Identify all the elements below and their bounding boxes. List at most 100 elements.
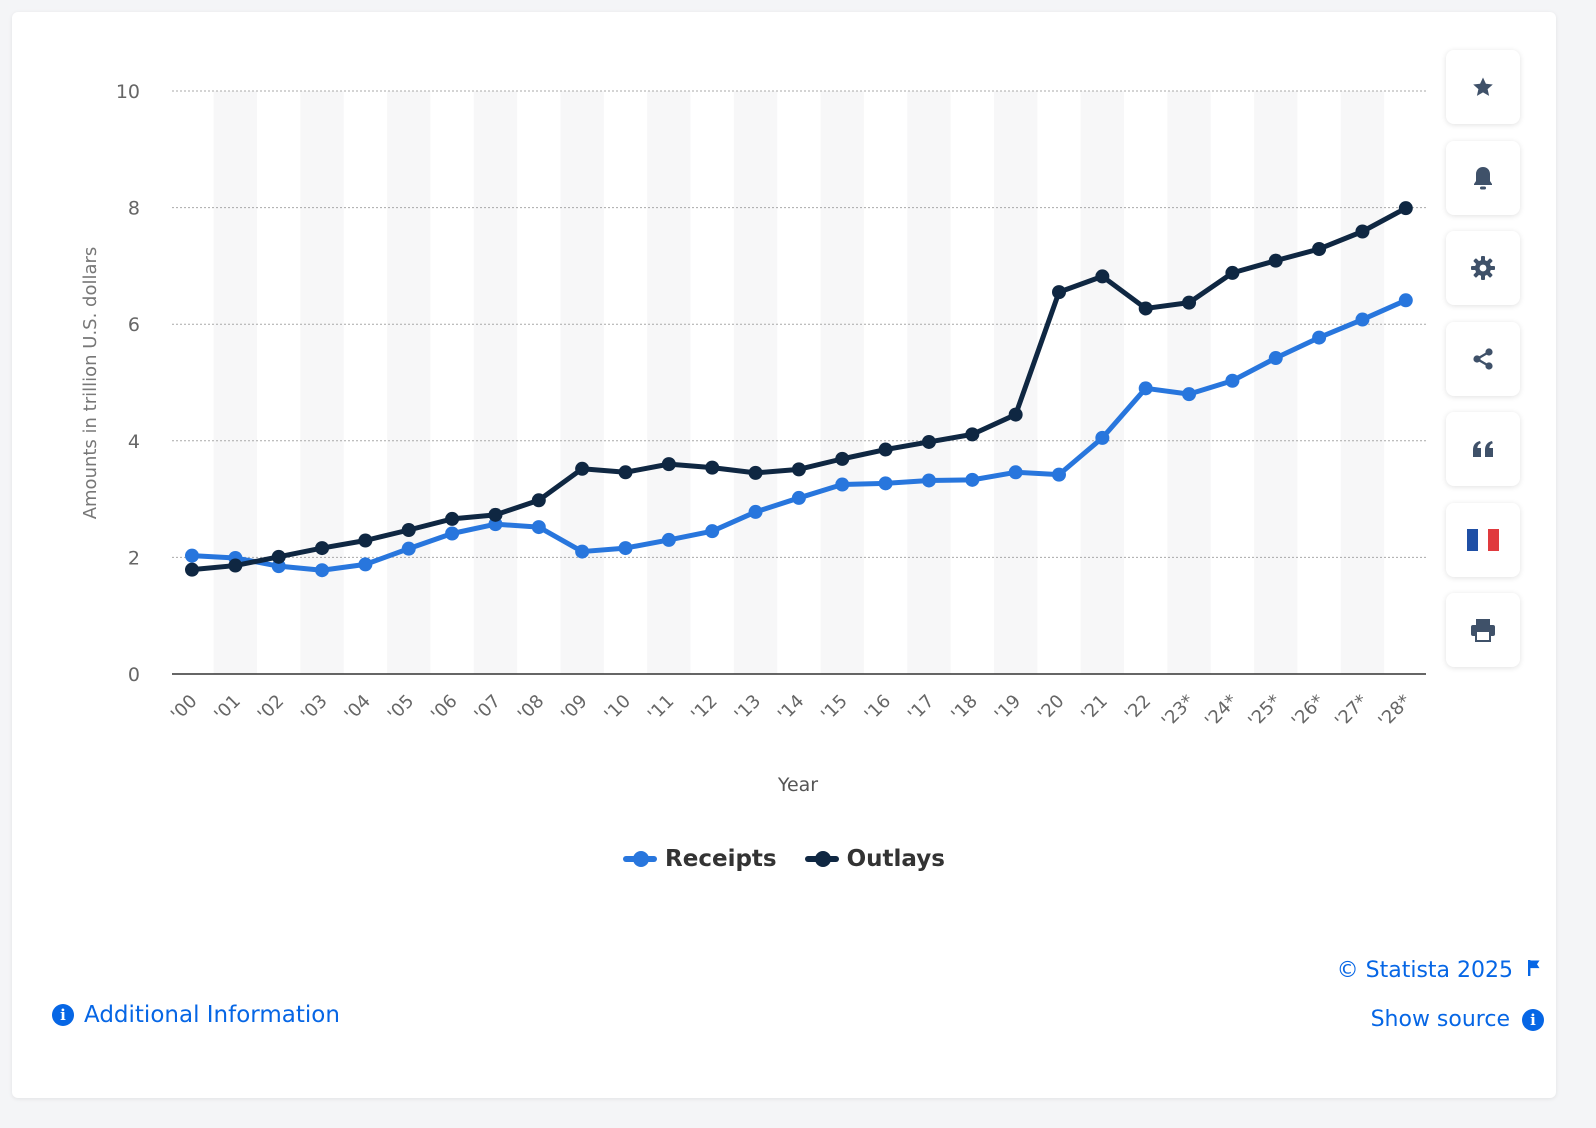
show-source-label: Show source [1370, 1007, 1510, 1032]
share-button[interactable] [1446, 321, 1520, 396]
x-tick-label: '25* [1244, 691, 1285, 732]
y-axis-title: Amounts in trillion U.S. dollars [80, 247, 101, 520]
data-point-outlays [401, 522, 416, 537]
column-band [560, 91, 604, 674]
data-point-outlays [1225, 265, 1240, 280]
data-point-outlays [1355, 224, 1370, 239]
data-point-outlays [1268, 253, 1283, 268]
data-point-outlays [791, 462, 806, 477]
x-tick-label: '03 [297, 691, 332, 726]
data-point-receipts [445, 526, 460, 541]
data-point-outlays [271, 549, 286, 564]
y-tick-label: 6 [128, 314, 140, 336]
additional-information-label: Additional Information [84, 1002, 340, 1028]
data-point-outlays [661, 457, 676, 472]
chart-legend: Receipts Outlays [0, 846, 1568, 872]
x-tick-label: '15 [817, 691, 852, 726]
chart-toolbar [1446, 50, 1520, 684]
data-point-outlays [531, 493, 546, 508]
x-tick-label: '24* [1201, 691, 1242, 732]
column-band [1167, 91, 1211, 674]
data-point-outlays [618, 465, 633, 480]
source-info-icon: i [1522, 1008, 1544, 1031]
x-tick-label: '04 [340, 691, 375, 726]
show-source-link[interactable]: Show source i [1371, 1007, 1544, 1032]
x-tick-label: '08 [514, 691, 549, 726]
copyright-link[interactable]: © Statista 2025 [1337, 958, 1541, 983]
column-band [820, 91, 864, 674]
data-point-receipts [1398, 293, 1413, 308]
data-point-receipts [705, 524, 720, 539]
data-point-receipts [1355, 312, 1370, 327]
chart-card [12, 12, 1556, 1098]
legend-marker-outlays [804, 851, 839, 867]
x-tick-label: '27* [1331, 691, 1372, 732]
data-point-outlays [1138, 301, 1153, 316]
data-point-receipts [1268, 351, 1283, 366]
data-point-receipts [531, 520, 546, 535]
column-band [1080, 91, 1125, 674]
column-band [1254, 91, 1298, 674]
data-point-receipts [1182, 387, 1197, 402]
data-point-outlays [965, 427, 980, 442]
data-point-outlays [1008, 407, 1023, 422]
data-point-outlays [878, 442, 893, 457]
x-tick-label: '02 [254, 691, 289, 726]
data-point-outlays [921, 434, 936, 449]
legend-label-receipts: Receipts [665, 846, 777, 872]
x-tick-label: '14 [774, 691, 809, 726]
data-point-outlays [575, 461, 590, 476]
flag-icon [1527, 958, 1541, 983]
data-point-receipts [965, 472, 980, 487]
x-tick-label: '23* [1158, 691, 1199, 732]
column-band [1340, 91, 1385, 674]
data-point-receipts [1312, 330, 1327, 345]
series-line-outlays [189, 205, 1409, 573]
data-point-receipts [748, 504, 763, 519]
additional-information-link[interactable]: i Additional Information [52, 1002, 340, 1028]
column-band [993, 91, 1038, 674]
x-tick-label: '01 [210, 691, 245, 726]
language-button[interactable] [1446, 502, 1520, 577]
notification-button[interactable] [1446, 140, 1520, 215]
x-tick-label: '13 [731, 691, 766, 726]
data-point-receipts [835, 477, 850, 492]
data-point-receipts [1052, 467, 1066, 482]
legend-item-receipts[interactable]: Receipts [623, 846, 777, 872]
favorite-button[interactable] [1446, 50, 1520, 124]
data-point-receipts [575, 544, 590, 559]
french-flag-icon [1467, 528, 1499, 551]
data-point-receipts [1225, 373, 1240, 388]
settings-button[interactable] [1446, 231, 1520, 305]
column-band [387, 91, 431, 674]
data-point-receipts [878, 476, 893, 491]
x-tick-label: '00 [167, 691, 202, 726]
y-tick-label: 2 [128, 547, 140, 569]
data-point-receipts [315, 563, 330, 578]
x-tick-label: '10 [600, 691, 635, 726]
x-tick-label: '21 [1077, 691, 1112, 726]
legend-label-outlays: Outlays [846, 846, 945, 872]
print-button[interactable] [1446, 593, 1520, 667]
data-point-outlays [445, 511, 460, 526]
x-tick-label: '11 [644, 691, 679, 726]
column-band [300, 91, 344, 674]
data-point-outlays [1052, 285, 1066, 300]
legend-item-outlays[interactable]: Outlays [804, 846, 945, 872]
data-point-outlays [705, 460, 720, 475]
gear-icon [1470, 255, 1496, 281]
line-chart: 0 2 4 6 8 10 '00'01 '02'03'04 '05'06'07 '08'09'10… [80, 81, 1426, 796]
data-point-receipts [921, 473, 936, 488]
x-tick-label: '12 [687, 691, 722, 726]
data-point-outlays [315, 541, 330, 556]
data-point-receipts [661, 532, 676, 547]
data-point-receipts [1095, 430, 1110, 445]
cite-button[interactable] [1446, 412, 1520, 486]
info-icon: i [52, 1004, 74, 1026]
data-point-outlays [835, 451, 850, 466]
y-tick-label: 0 [128, 664, 140, 686]
column-band [213, 91, 258, 674]
data-point-outlays [748, 465, 763, 480]
copyright-label: © Statista 2025 [1336, 958, 1513, 983]
star-icon [1471, 75, 1495, 99]
